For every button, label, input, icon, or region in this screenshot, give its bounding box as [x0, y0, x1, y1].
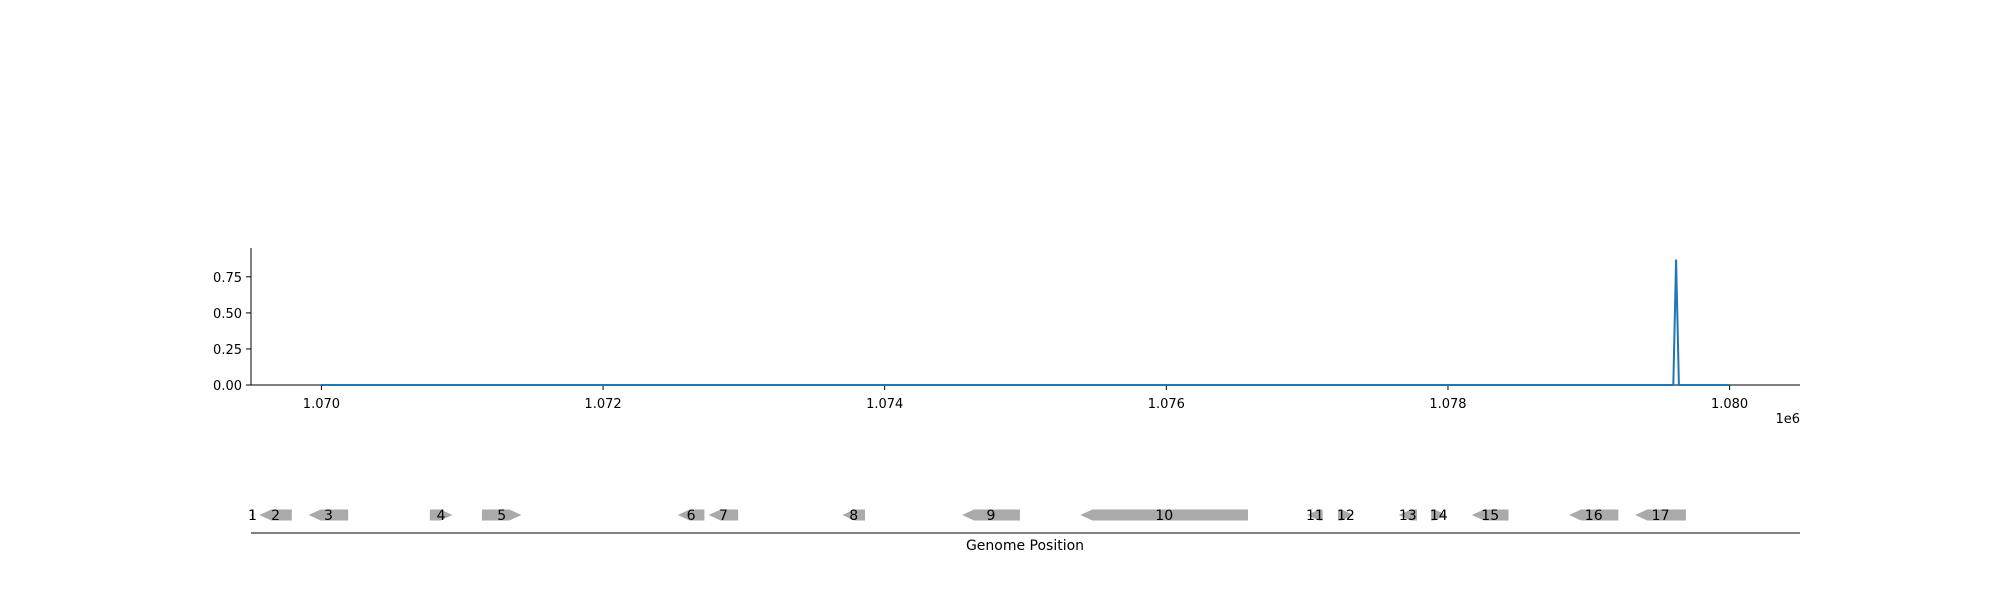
gene-label-11: 11	[1306, 508, 1324, 524]
gene-arrow-16	[1569, 509, 1619, 521]
gene-label-8: 8	[849, 508, 858, 524]
gene-arrow-4	[429, 509, 453, 521]
x-tick-label: 1.074	[866, 397, 903, 412]
gene-arrow-11	[1307, 509, 1323, 521]
gene-arrow-7	[708, 509, 739, 521]
y-tick-label: 0.75	[213, 271, 242, 286]
gene-label-2: 2	[271, 508, 280, 524]
x-tick-label: 1.072	[584, 397, 621, 412]
x-tick-label: 1.076	[1148, 397, 1185, 412]
gene-label-4: 4	[437, 508, 446, 524]
gene-label-13: 13	[1399, 508, 1417, 524]
gene-arrow-15	[1471, 509, 1509, 521]
gene-label-5: 5	[497, 508, 506, 524]
gene-arrow-13	[1398, 509, 1417, 521]
gene-label-17: 17	[1652, 508, 1670, 524]
gene-label-10: 10	[1155, 508, 1173, 524]
gene-arrow-14	[1431, 509, 1447, 521]
gene-arrow-3	[308, 509, 349, 521]
x-axis-ticks: 1.070 1.072 1.074 1.076 1.078 1.080	[303, 385, 1748, 412]
y-axis-ticks: 0.00 0.25 0.50 0.75	[213, 271, 251, 394]
y-tick-label: 0.50	[213, 307, 242, 322]
y-tick-label: 0.00	[213, 379, 242, 394]
gene-arrow-12	[1338, 509, 1354, 521]
gene-label-9: 9	[987, 508, 996, 524]
gene-arrow-6	[677, 509, 705, 521]
gene-label-14: 14	[1430, 508, 1448, 524]
x-tick-label: 1.080	[1711, 397, 1748, 412]
signal-line	[321, 259, 1730, 386]
gene-arrow-1	[251, 509, 254, 521]
gene-arrow-17	[1635, 509, 1686, 521]
gene-arrow-2	[259, 509, 292, 521]
gene-label-1: 1	[248, 508, 257, 524]
x-tick-label: 1.070	[303, 397, 340, 412]
gene-label-15: 15	[1481, 508, 1499, 524]
gene-track-x-axis-label: Genome Position	[966, 538, 1084, 554]
x-tick-label: 1.078	[1429, 397, 1466, 412]
x-axis-offset-label: 1e6	[1775, 412, 1800, 427]
gene-arrow-8	[842, 509, 865, 521]
gene-label-6: 6	[687, 508, 696, 524]
gene-arrows: 1 2 3 4 5 6 7 8 9 10 11 12 13 14 15 16 17	[248, 508, 1686, 524]
gene-arrow-5	[481, 509, 522, 521]
gene-arrow-9	[962, 509, 1020, 521]
gene-label-3: 3	[324, 508, 333, 524]
gene-label-7: 7	[719, 508, 728, 524]
gene-label-16: 16	[1585, 508, 1603, 524]
signal-plot: 0.000.250.500.75 1.070 1.072 1.074 1.076 1.0…	[213, 248, 1800, 427]
gene-arrow-10	[1080, 509, 1248, 521]
gene-track: 1 2 3 4 5 6 7 8 9 10 11 12 13 14 15 16 17 Genome Positio…	[248, 508, 1800, 554]
gene-label-12: 12	[1337, 508, 1355, 524]
y-tick-label: 0.25	[213, 343, 242, 358]
